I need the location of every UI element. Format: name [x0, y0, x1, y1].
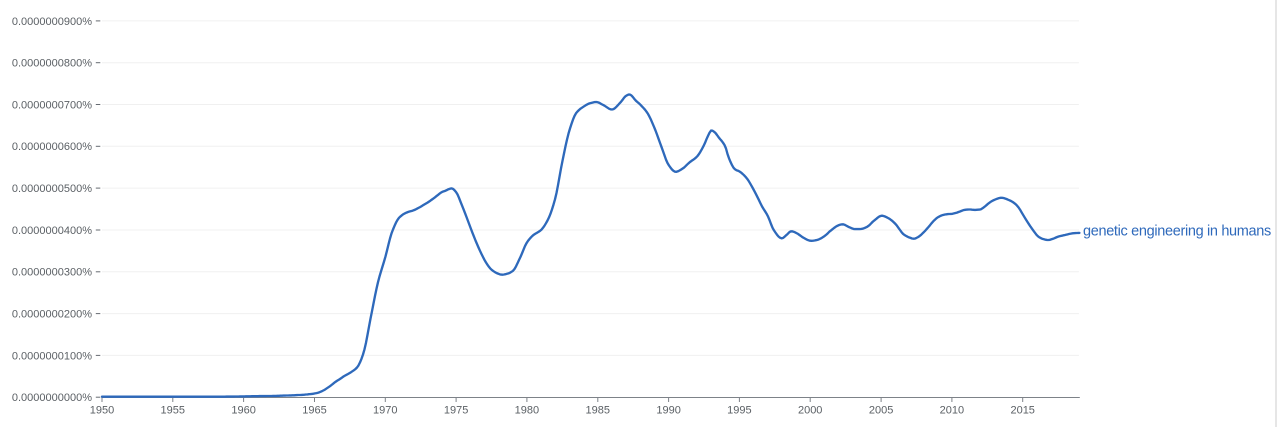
svg-text:0.0000000500%: 0.0000000500%	[12, 183, 92, 195]
svg-text:0.0000000400%: 0.0000000400%	[12, 225, 92, 237]
svg-text:1990: 1990	[656, 404, 680, 416]
svg-text:0.0000000100%: 0.0000000100%	[12, 350, 92, 362]
svg-text:1980: 1980	[515, 404, 539, 416]
svg-text:2010: 2010	[940, 404, 964, 416]
svg-text:2015: 2015	[1010, 404, 1034, 416]
svg-text:1960: 1960	[231, 404, 255, 416]
svg-text:2000: 2000	[798, 404, 822, 416]
svg-text:0.0000000800%: 0.0000000800%	[12, 58, 92, 70]
svg-text:1950: 1950	[90, 404, 114, 416]
svg-text:0.0000000000%: 0.0000000000%	[12, 392, 92, 404]
svg-text:0.0000000300%: 0.0000000300%	[12, 267, 92, 279]
svg-text:genetic engineering in humans: genetic engineering in humans	[1083, 223, 1271, 239]
svg-text:0.0000000600%: 0.0000000600%	[12, 141, 92, 153]
svg-text:1975: 1975	[444, 404, 468, 416]
svg-text:0.0000000700%: 0.0000000700%	[12, 99, 92, 111]
svg-text:1970: 1970	[373, 404, 397, 416]
svg-text:0.0000000200%: 0.0000000200%	[12, 309, 92, 321]
svg-text:1985: 1985	[586, 404, 610, 416]
svg-text:1955: 1955	[161, 404, 185, 416]
svg-text:0.0000000900%: 0.0000000900%	[12, 16, 92, 28]
svg-text:1995: 1995	[727, 404, 751, 416]
svg-text:2005: 2005	[869, 404, 893, 416]
svg-text:1965: 1965	[302, 404, 326, 416]
